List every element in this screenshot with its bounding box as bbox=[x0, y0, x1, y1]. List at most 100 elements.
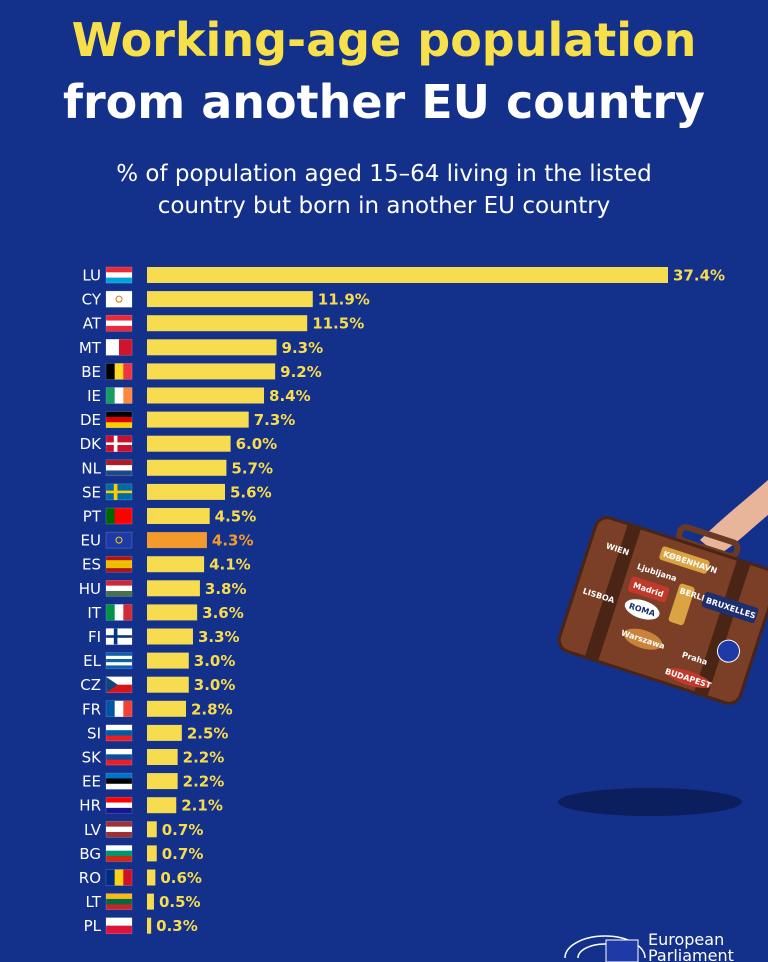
suitcase: KØBENHAVN Ljubljana WIEN Madrid BERLIN B… bbox=[557, 516, 768, 705]
category-label: EE bbox=[82, 773, 101, 791]
bar bbox=[147, 773, 178, 790]
flag bbox=[105, 772, 133, 790]
flag bbox=[105, 435, 133, 452]
flag-border bbox=[105, 724, 133, 742]
flag-stripe bbox=[106, 291, 132, 308]
flag-stripe bbox=[106, 917, 132, 926]
flag-cross bbox=[106, 490, 132, 494]
category-label: NL bbox=[81, 459, 101, 477]
flag-stripe bbox=[123, 363, 133, 380]
flag-stripe bbox=[123, 508, 133, 524]
sticker bbox=[665, 668, 712, 688]
flag-border bbox=[105, 580, 133, 597]
flag-stripe bbox=[106, 564, 132, 569]
flag-border bbox=[105, 772, 133, 790]
value-label: 2.1% bbox=[181, 797, 223, 815]
category-label: LU bbox=[82, 267, 101, 285]
bar bbox=[147, 411, 249, 428]
flag bbox=[105, 483, 133, 501]
category-label: BG bbox=[79, 845, 101, 863]
category-label: MT bbox=[79, 339, 102, 357]
flag-stripe bbox=[106, 568, 132, 573]
flag-border bbox=[105, 555, 133, 573]
flag-stripe bbox=[114, 363, 124, 380]
flag-stripe bbox=[106, 470, 132, 476]
flag-stripe bbox=[106, 754, 132, 760]
flag bbox=[105, 845, 133, 862]
flag-stripe bbox=[106, 807, 132, 814]
flag-stripe bbox=[114, 508, 124, 524]
flag-stripe bbox=[106, 898, 132, 905]
flag-stripe bbox=[114, 387, 124, 404]
flag-stripe bbox=[106, 831, 132, 838]
flag bbox=[105, 266, 133, 284]
flag-stripe bbox=[106, 850, 132, 857]
flag-stripe bbox=[106, 893, 132, 900]
flag-stripe bbox=[106, 676, 132, 685]
bar bbox=[147, 749, 178, 765]
flag bbox=[105, 555, 133, 573]
value-label: 5.7% bbox=[231, 459, 273, 477]
flag bbox=[105, 459, 133, 477]
category-label: HR bbox=[79, 797, 101, 815]
subtitle-line: % of population aged 15–64 living in the… bbox=[116, 161, 652, 187]
bar bbox=[147, 604, 198, 621]
bar bbox=[147, 893, 154, 910]
flag-stripe bbox=[123, 700, 133, 717]
flag-border bbox=[105, 531, 133, 549]
value-label: 2.5% bbox=[187, 724, 229, 742]
flag bbox=[105, 387, 133, 404]
category-label: SE bbox=[82, 483, 101, 501]
flag bbox=[105, 796, 133, 814]
flag-stripe bbox=[123, 387, 133, 404]
flag-triangle bbox=[106, 676, 118, 693]
value-label: 37.4% bbox=[673, 267, 725, 285]
flag-emblem bbox=[115, 295, 123, 303]
flag-stripe bbox=[106, 508, 115, 524]
sticker bbox=[623, 628, 663, 650]
logo: European Parliament bbox=[564, 930, 734, 962]
flag-border bbox=[105, 893, 133, 910]
bar bbox=[147, 363, 276, 380]
bar bbox=[147, 508, 210, 524]
bar bbox=[147, 845, 157, 862]
flag-border bbox=[105, 628, 133, 645]
bar bbox=[147, 315, 308, 332]
bar bbox=[147, 821, 157, 838]
flag-stripe bbox=[106, 773, 132, 779]
sticker bbox=[701, 592, 759, 623]
flag-stripe bbox=[106, 560, 132, 565]
bar bbox=[147, 556, 205, 573]
flag-stripe bbox=[106, 532, 132, 549]
flag-border bbox=[105, 387, 133, 404]
flag-stripe bbox=[106, 700, 115, 717]
flag-stripe bbox=[106, 724, 132, 731]
flag-stripe bbox=[106, 604, 115, 621]
flag-border bbox=[105, 290, 133, 308]
flag-stripe bbox=[106, 585, 132, 592]
flag bbox=[105, 290, 133, 308]
flag bbox=[105, 339, 133, 356]
eu-sticker bbox=[716, 639, 740, 663]
bar bbox=[147, 652, 189, 669]
flag bbox=[105, 700, 133, 718]
flag-stripe bbox=[106, 826, 132, 833]
flag-stripe bbox=[106, 845, 132, 851]
value-label: 2.8% bbox=[191, 700, 233, 718]
value-label: 7.3% bbox=[254, 411, 296, 429]
value-label: 0.3% bbox=[156, 917, 198, 935]
bar bbox=[147, 387, 265, 404]
flag-stripe bbox=[106, 904, 132, 910]
category-label: EU bbox=[81, 532, 101, 550]
flag-stripe bbox=[106, 363, 115, 380]
category-label: ES bbox=[82, 556, 101, 574]
value-label: 0.5% bbox=[159, 893, 201, 911]
flag bbox=[105, 748, 133, 766]
flag-border bbox=[105, 483, 133, 501]
flag-border bbox=[105, 459, 133, 477]
flag-stripe bbox=[106, 735, 132, 742]
flag-border bbox=[105, 507, 133, 525]
category-label: RO bbox=[79, 869, 101, 887]
